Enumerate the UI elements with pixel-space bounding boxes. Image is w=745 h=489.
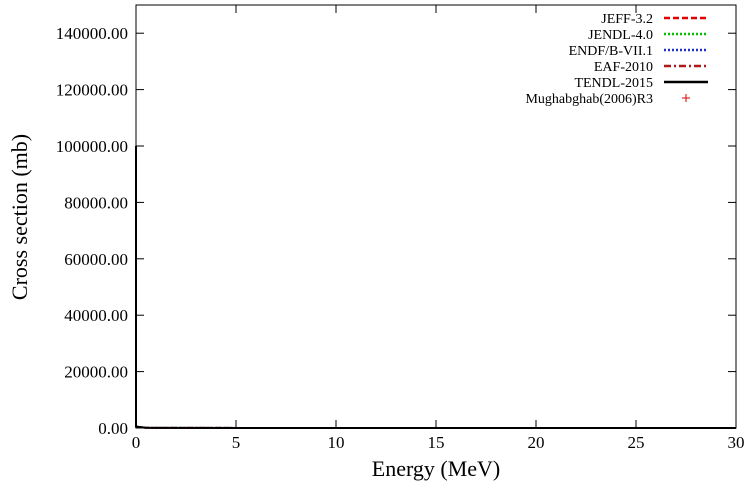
y-tick-label: 20000.00 [64,363,128,382]
legend-label: TENDL-2015 [574,76,653,91]
y-tick-label: 100000.00 [56,137,128,156]
legend-label: Mughabghab(2006)R3 [525,92,653,107]
legend-label: ENDF/B-VII.1 [569,44,653,59]
series-line-tendl-2015 [135,146,736,429]
y-tick-label: 60000.00 [64,250,128,269]
y-tick-label: 120000.00 [56,81,128,100]
x-tick-label: 30 [728,433,745,452]
series-line-endf-b-vii-1 [135,146,736,429]
x-tick-label: 15 [428,433,445,452]
legend: JEFF-3.2JENDL-4.0ENDF/B-VII.1EAF-2010TEN… [525,12,708,107]
x-tick-label: 20 [528,433,545,452]
series-line-jendl-4-0 [135,146,736,429]
x-tick-label: 5 [232,433,241,452]
x-tick-label: 25 [628,433,645,452]
y-tick-label: 0.00 [98,419,128,438]
series-line-jeff-3-2 [135,146,736,429]
legend-label: JENDL-4.0 [588,28,653,43]
x-tick-label: 10 [328,433,345,452]
x-axis-ticks: 0 5 10 15 20 25 30 [132,5,745,452]
legend-marker [682,94,690,102]
y-tick-label: 80000.00 [64,193,128,212]
y-tick-label: 140000.00 [56,24,128,43]
plot-frame [135,4,737,429]
legend-label: EAF-2010 [594,60,653,75]
series-line-eaf-2010 [135,146,736,429]
y-axis-ticks: 0.00 20000.00 40000.00 60000.00 80000.00 1000… [56,24,736,438]
legend-label: JEFF-3.2 [601,12,653,27]
y-axis-title: Cross section (mb) [7,134,32,300]
x-axis-title: Energy (MeV) [372,456,501,481]
y-tick-label: 40000.00 [64,306,128,325]
x-tick-label: 0 [132,433,141,452]
plot-lines [135,146,736,429]
